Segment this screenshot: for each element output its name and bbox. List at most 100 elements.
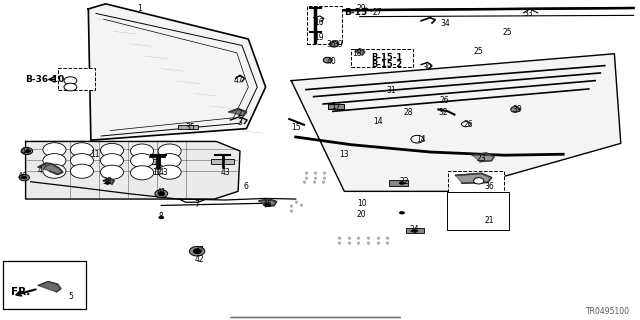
Ellipse shape <box>323 57 332 63</box>
Ellipse shape <box>100 143 124 157</box>
Polygon shape <box>88 4 266 140</box>
Text: 25: 25 <box>474 47 484 56</box>
Text: 6: 6 <box>244 182 249 191</box>
Text: 5: 5 <box>68 292 73 301</box>
Text: 46: 46 <box>17 172 28 181</box>
Ellipse shape <box>43 143 66 157</box>
Ellipse shape <box>21 148 33 155</box>
Ellipse shape <box>22 176 27 179</box>
Text: 41: 41 <box>156 188 166 197</box>
Text: 33: 33 <box>523 9 533 18</box>
Text: B-15-2: B-15-2 <box>371 60 403 69</box>
Text: 30: 30 <box>422 63 433 72</box>
Ellipse shape <box>399 182 404 184</box>
Text: 31: 31 <box>387 86 397 95</box>
Text: 44: 44 <box>20 147 31 156</box>
Text: 18: 18 <box>353 49 362 58</box>
Text: B-15: B-15 <box>344 8 367 17</box>
Bar <box>351 49 413 67</box>
Text: 22: 22 <box>400 177 409 186</box>
Bar <box>447 192 509 230</box>
Polygon shape <box>355 49 365 55</box>
Ellipse shape <box>131 144 154 158</box>
Bar <box>448 171 504 196</box>
Text: 32: 32 <box>438 108 448 117</box>
Text: 3: 3 <box>237 118 243 127</box>
Bar <box>58 68 95 90</box>
Text: 24: 24 <box>410 225 420 234</box>
Text: 29: 29 <box>356 4 367 13</box>
Text: 37: 37 <box>195 246 205 255</box>
Ellipse shape <box>26 150 31 152</box>
Ellipse shape <box>461 122 470 127</box>
Ellipse shape <box>131 166 154 180</box>
Text: 11: 11 <box>90 150 99 159</box>
Ellipse shape <box>155 190 168 197</box>
Text: B-36-10: B-36-10 <box>26 75 65 84</box>
Ellipse shape <box>196 251 201 253</box>
Ellipse shape <box>100 154 124 168</box>
Text: 43: 43 <box>158 168 168 177</box>
Polygon shape <box>38 282 61 292</box>
Text: 25: 25 <box>502 28 512 37</box>
Bar <box>307 6 342 44</box>
Ellipse shape <box>193 249 201 254</box>
Text: 26: 26 <box>463 120 474 129</box>
Polygon shape <box>456 173 492 183</box>
Polygon shape <box>26 141 240 199</box>
Polygon shape <box>104 179 114 184</box>
Polygon shape <box>38 163 63 174</box>
Ellipse shape <box>159 216 164 219</box>
Text: 19: 19 <box>314 33 324 42</box>
Text: 9: 9 <box>154 161 159 170</box>
Text: TR0495100: TR0495100 <box>586 307 630 316</box>
Ellipse shape <box>64 83 77 91</box>
Text: 8: 8 <box>159 212 164 221</box>
Text: 36: 36 <box>484 182 495 191</box>
Bar <box>406 228 424 233</box>
Ellipse shape <box>105 182 110 184</box>
Ellipse shape <box>158 192 164 196</box>
Bar <box>328 104 344 109</box>
Text: 2: 2 <box>237 109 243 118</box>
Text: B-15-1: B-15-1 <box>371 53 403 62</box>
Text: 20: 20 <box>356 210 367 219</box>
Ellipse shape <box>70 143 93 157</box>
Ellipse shape <box>19 174 29 181</box>
Text: 1: 1 <box>137 4 142 13</box>
Text: 45: 45 <box>262 200 273 209</box>
Bar <box>211 159 234 164</box>
Ellipse shape <box>43 154 66 168</box>
Ellipse shape <box>159 193 164 196</box>
Bar <box>389 180 408 186</box>
Text: 40: 40 <box>326 57 337 66</box>
Text: 14: 14 <box>416 135 426 144</box>
Text: 36: 36 <box>326 40 337 49</box>
Ellipse shape <box>265 204 270 206</box>
Ellipse shape <box>399 212 404 214</box>
Ellipse shape <box>70 164 93 178</box>
Text: 10: 10 <box>356 199 367 208</box>
Polygon shape <box>229 109 246 116</box>
Text: 38: 38 <box>102 177 113 186</box>
Ellipse shape <box>131 154 154 168</box>
Ellipse shape <box>330 41 339 47</box>
Text: 13: 13 <box>339 150 349 159</box>
Ellipse shape <box>511 107 520 112</box>
Polygon shape <box>259 199 276 206</box>
Text: 39: 39 <box>333 40 343 49</box>
Text: 15: 15 <box>291 123 301 132</box>
Text: 4: 4 <box>37 166 42 175</box>
Text: 23: 23 <box>476 154 486 163</box>
Ellipse shape <box>474 178 484 184</box>
Text: 21: 21 <box>485 216 494 225</box>
Ellipse shape <box>64 77 77 84</box>
Ellipse shape <box>43 164 66 178</box>
Text: 17: 17 <box>331 102 341 111</box>
Polygon shape <box>472 153 494 162</box>
Text: FR.: FR. <box>11 287 30 297</box>
Ellipse shape <box>189 246 205 256</box>
Text: 27: 27 <box>372 8 383 17</box>
Ellipse shape <box>158 165 181 179</box>
Text: 34: 34 <box>440 19 450 28</box>
